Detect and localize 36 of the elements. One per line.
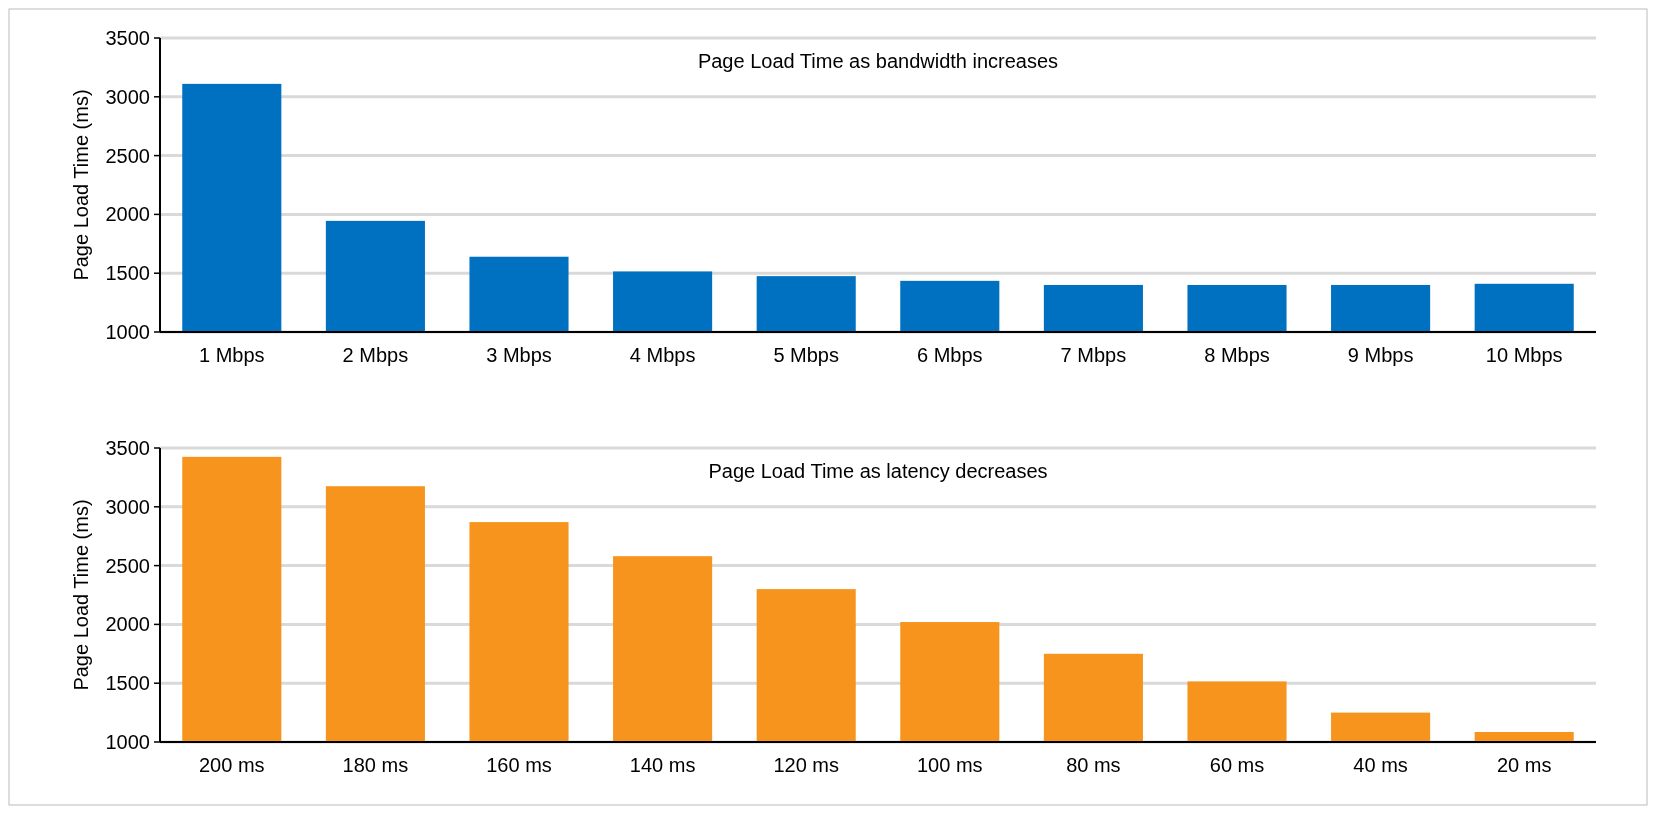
- y-tick-label: 2000: [105, 203, 150, 226]
- x-tick-label: 10 Mbps: [1485, 344, 1563, 366]
- x-tick-label: 40 ms: [1353, 754, 1408, 776]
- y-axis-title: Page Load Time (ms): [70, 89, 92, 281]
- y-tick-label: 3000: [105, 85, 150, 108]
- y-tick-label: 1500: [105, 672, 150, 695]
- y-tick-label: 3500: [105, 437, 150, 459]
- x-tick-label: 180 ms: [342, 754, 409, 776]
- x-tick-label: 7 Mbps: [1060, 344, 1127, 366]
- x-tick-label: 80 ms: [1066, 754, 1121, 776]
- x-tick-label: 140 ms: [629, 754, 696, 776]
- y-tick-label: 2500: [105, 144, 150, 167]
- y-tick-label: 3500: [105, 27, 150, 49]
- text: Page Load Time as bandwidth increases: [697, 50, 1059, 72]
- y-tick-label: 3000: [105, 495, 150, 518]
- y-tick-label: 2000: [105, 613, 150, 636]
- x-tick-label: 2 Mbps: [342, 344, 409, 366]
- y-tick-label: 1000: [105, 731, 150, 753]
- x-tick-label: 160 ms: [486, 754, 552, 776]
- x-tick-label: 1 Mbps: [199, 344, 265, 366]
- y-tick-label: 2500: [105, 554, 150, 577]
- x-tick-label: 20 ms: [1496, 754, 1552, 776]
- x-tick-label: 60 ms: [1209, 754, 1265, 776]
- x-tick-label: 6 Mbps: [917, 344, 983, 366]
- y-tick-label: 1000: [105, 321, 150, 343]
- x-tick-label: 3 Mbps: [486, 344, 552, 366]
- y-tick-label: 1500: [105, 262, 150, 285]
- y-axis-title: Page Load Time (ms): [70, 499, 92, 691]
- x-tick-label: 5 Mbps: [773, 344, 839, 366]
- x-tick-label: 120 ms: [773, 754, 839, 776]
- text: Page Load Time as latency decreases: [708, 460, 1048, 482]
- x-tick-label: 100 ms: [917, 754, 983, 776]
- x-tick-label: 9 Mbps: [1347, 344, 1414, 366]
- x-tick-label: 8 Mbps: [1204, 344, 1270, 366]
- x-tick-label: 4 Mbps: [629, 344, 696, 366]
- x-tick-label: 200 ms: [199, 754, 265, 776]
